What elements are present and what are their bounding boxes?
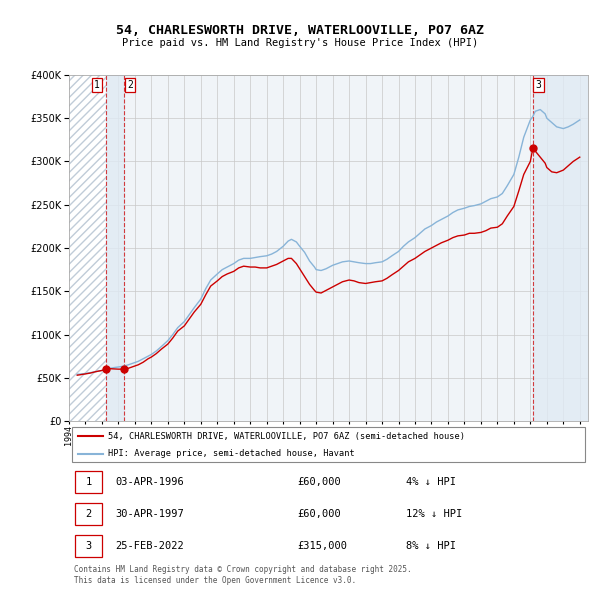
Text: 8% ↓ HPI: 8% ↓ HPI [406,541,457,551]
Bar [533,75,588,421]
Bar [69,75,106,421]
Text: 2: 2 [127,80,133,90]
Text: £60,000: £60,000 [298,509,341,519]
FancyBboxPatch shape [75,471,102,493]
Bar [106,75,124,421]
Text: 12% ↓ HPI: 12% ↓ HPI [406,509,463,519]
Text: 54, CHARLESWORTH DRIVE, WATERLOOVILLE, PO7 6AZ: 54, CHARLESWORTH DRIVE, WATERLOOVILLE, P… [116,24,484,37]
Text: 1: 1 [94,80,100,90]
Text: 2: 2 [86,509,92,519]
Text: 1: 1 [86,477,92,487]
Text: 3: 3 [536,80,542,90]
Text: 3: 3 [86,541,92,551]
Text: £315,000: £315,000 [298,541,347,551]
Text: £60,000: £60,000 [298,477,341,487]
Text: Price paid vs. HM Land Registry's House Price Index (HPI): Price paid vs. HM Land Registry's House … [122,38,478,48]
FancyBboxPatch shape [71,427,586,463]
Text: 4% ↓ HPI: 4% ↓ HPI [406,477,457,487]
Text: 25-FEB-2022: 25-FEB-2022 [116,541,184,551]
FancyBboxPatch shape [75,503,102,525]
Text: 54, CHARLESWORTH DRIVE, WATERLOOVILLE, PO7 6AZ (semi-detached house): 54, CHARLESWORTH DRIVE, WATERLOOVILLE, P… [108,432,465,441]
FancyBboxPatch shape [75,535,102,557]
Text: 03-APR-1996: 03-APR-1996 [116,477,184,487]
Bar [69,75,106,421]
Text: Contains HM Land Registry data © Crown copyright and database right 2025.
This d: Contains HM Land Registry data © Crown c… [74,565,412,585]
Text: 30-APR-1997: 30-APR-1997 [116,509,184,519]
Text: HPI: Average price, semi-detached house, Havant: HPI: Average price, semi-detached house,… [108,449,355,458]
